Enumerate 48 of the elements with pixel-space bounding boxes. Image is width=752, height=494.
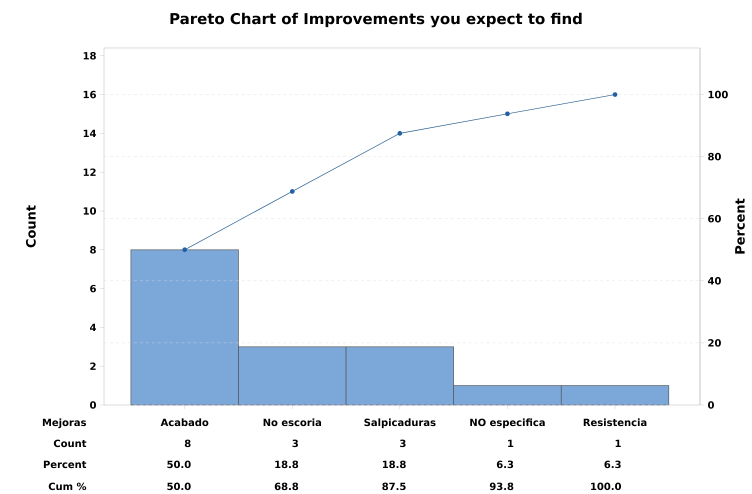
y2-axis-title: Percent	[735, 198, 745, 254]
x-axis-title: Mejoras	[42, 418, 86, 428]
x-tick-label: NO especifica	[470, 418, 545, 428]
y-tick-label: 16	[84, 90, 96, 98]
x-tick-label: No escoria	[264, 418, 322, 426]
y2-tick-label: 80	[708, 152, 721, 160]
chart-title: Pareto Chart of Improvements you expect to find	[170, 12, 582, 28]
y-tick-label: 12	[84, 168, 96, 176]
y-tick-label: 0	[90, 401, 96, 409]
text: Cum %	[48, 482, 86, 490]
point	[398, 131, 402, 136]
y-axis-title: Count	[26, 205, 36, 248]
data-label: 8	[184, 440, 191, 448]
data-label: 1	[508, 440, 514, 447]
point	[182, 247, 188, 252]
data-label: 3	[400, 440, 406, 448]
data-label: 50.0	[167, 482, 191, 490]
y-tick-label: 18	[84, 52, 96, 60]
x-tick-label: Salpicaduras	[364, 418, 436, 428]
y2-tick-label: 0	[708, 401, 714, 409]
point	[290, 189, 295, 194]
text: Percent	[44, 460, 86, 468]
y2-tick-label: 40	[708, 277, 721, 285]
data-label: 100.0	[591, 482, 622, 490]
y-tick-label: 10	[84, 207, 96, 215]
text: 6.3	[604, 460, 621, 468]
y-tick-label: 2	[90, 362, 96, 370]
data-label: 68.8	[274, 482, 298, 490]
y-tick-label: 6	[90, 284, 96, 292]
point	[612, 92, 618, 97]
text: 50.0	[167, 460, 191, 468]
y2-tick-label: 100	[708, 90, 728, 98]
text: 18.8	[382, 460, 406, 468]
data-label: 87.5	[382, 482, 406, 490]
text: Count	[54, 440, 86, 448]
y-tick-label: 4	[90, 324, 96, 332]
y2-tick-label: 60	[708, 214, 721, 223]
data-label: 3	[292, 440, 298, 448]
x-tick-label: Resistencia	[584, 418, 646, 426]
y-tick-label: 8	[90, 246, 96, 254]
point	[505, 111, 510, 116]
y-tick-label: 14	[84, 130, 96, 137]
data-label: 1	[616, 440, 621, 447]
text: 18.8	[275, 460, 298, 468]
y2-tick-label: 20	[708, 339, 721, 347]
text: 6.3	[496, 460, 514, 468]
x-tick-label: Acabado	[160, 418, 208, 426]
data-label: 93.8	[490, 482, 514, 490]
